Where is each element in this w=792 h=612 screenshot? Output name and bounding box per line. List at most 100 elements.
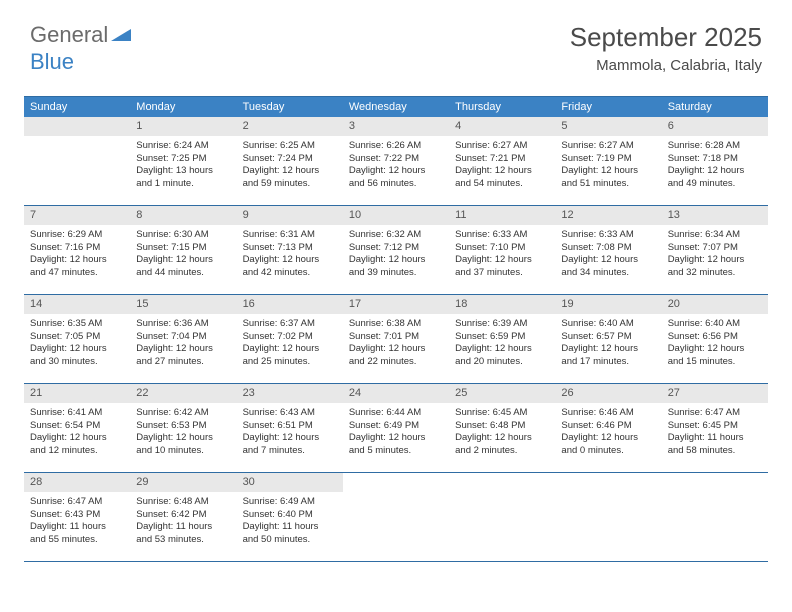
location: Mammola, Calabria, Italy: [570, 57, 762, 74]
daylight-line: Daylight: 12 hours and 39 minutes.: [349, 254, 443, 280]
daylight-line: Daylight: 12 hours and 5 minutes.: [349, 432, 443, 458]
day-cell: 9Sunrise: 6:31 AMSunset: 7:13 PMDaylight…: [237, 206, 343, 294]
daylight-line: Daylight: 12 hours and 44 minutes.: [136, 254, 230, 280]
day-cell: 20Sunrise: 6:40 AMSunset: 6:56 PMDayligh…: [662, 295, 768, 383]
day-cell-body: Sunrise: 6:30 AMSunset: 7:15 PMDaylight:…: [130, 225, 236, 286]
daylight-line: Daylight: 12 hours and 0 minutes.: [561, 432, 655, 458]
sunset-line: Sunset: 7:24 PM: [243, 153, 337, 166]
day-header-cell: Tuesday: [237, 97, 343, 117]
day-cell-body: Sunrise: 6:27 AMSunset: 7:19 PMDaylight:…: [555, 136, 661, 197]
sunset-line: Sunset: 6:48 PM: [455, 420, 549, 433]
sunset-line: Sunset: 6:45 PM: [668, 420, 762, 433]
day-number: 1: [130, 117, 236, 136]
day-cell-body: Sunrise: 6:48 AMSunset: 6:42 PMDaylight:…: [130, 492, 236, 553]
day-number: 11: [449, 206, 555, 225]
day-cell: 29Sunrise: 6:48 AMSunset: 6:42 PMDayligh…: [130, 473, 236, 561]
day-cell: 21Sunrise: 6:41 AMSunset: 6:54 PMDayligh…: [24, 384, 130, 472]
daylight-line: Daylight: 12 hours and 56 minutes.: [349, 165, 443, 191]
sunset-line: Sunset: 7:02 PM: [243, 331, 337, 344]
daylight-line: Daylight: 12 hours and 59 minutes.: [243, 165, 337, 191]
logo-triangle-icon: [111, 23, 133, 49]
day-header-cell: Saturday: [662, 97, 768, 117]
sunrise-line: Sunrise: 6:26 AM: [349, 140, 443, 153]
day-cell: 6Sunrise: 6:28 AMSunset: 7:18 PMDaylight…: [662, 117, 768, 205]
sunset-line: Sunset: 6:46 PM: [561, 420, 655, 433]
day-cell: 16Sunrise: 6:37 AMSunset: 7:02 PMDayligh…: [237, 295, 343, 383]
sunrise-line: Sunrise: 6:40 AM: [561, 318, 655, 331]
day-cell: 14Sunrise: 6:35 AMSunset: 7:05 PMDayligh…: [24, 295, 130, 383]
logo: General Blue: [30, 22, 133, 75]
day-cell: 11Sunrise: 6:33 AMSunset: 7:10 PMDayligh…: [449, 206, 555, 294]
day-cell: 4Sunrise: 6:27 AMSunset: 7:21 PMDaylight…: [449, 117, 555, 205]
day-cell: 26Sunrise: 6:46 AMSunset: 6:46 PMDayligh…: [555, 384, 661, 472]
sunset-line: Sunset: 7:15 PM: [136, 242, 230, 255]
daylight-line: Daylight: 12 hours and 12 minutes.: [30, 432, 124, 458]
daylight-line: Daylight: 12 hours and 42 minutes.: [243, 254, 337, 280]
day-cell-body: Sunrise: 6:43 AMSunset: 6:51 PMDaylight:…: [237, 403, 343, 464]
day-number: 2: [237, 117, 343, 136]
day-cell: 28Sunrise: 6:47 AMSunset: 6:43 PMDayligh…: [24, 473, 130, 561]
day-number: 4: [449, 117, 555, 136]
day-cell: 13Sunrise: 6:34 AMSunset: 7:07 PMDayligh…: [662, 206, 768, 294]
sunrise-line: Sunrise: 6:28 AM: [668, 140, 762, 153]
day-number: 28: [24, 473, 130, 492]
sunrise-line: Sunrise: 6:24 AM: [136, 140, 230, 153]
day-cell-body: Sunrise: 6:29 AMSunset: 7:16 PMDaylight:…: [24, 225, 130, 286]
week-row: 21Sunrise: 6:41 AMSunset: 6:54 PMDayligh…: [24, 384, 768, 473]
daylight-line: Daylight: 12 hours and 51 minutes.: [561, 165, 655, 191]
day-cell: [555, 473, 661, 561]
day-cell-body: Sunrise: 6:38 AMSunset: 7:01 PMDaylight:…: [343, 314, 449, 375]
daylight-line: Daylight: 11 hours and 55 minutes.: [30, 521, 124, 547]
daylight-line: Daylight: 12 hours and 37 minutes.: [455, 254, 549, 280]
day-cell: [449, 473, 555, 561]
week-row: 1Sunrise: 6:24 AMSunset: 7:25 PMDaylight…: [24, 117, 768, 206]
sunset-line: Sunset: 6:51 PM: [243, 420, 337, 433]
day-number: [662, 473, 768, 491]
day-cell: 23Sunrise: 6:43 AMSunset: 6:51 PMDayligh…: [237, 384, 343, 472]
sunset-line: Sunset: 7:18 PM: [668, 153, 762, 166]
day-cell-body: Sunrise: 6:45 AMSunset: 6:48 PMDaylight:…: [449, 403, 555, 464]
day-number: 16: [237, 295, 343, 314]
day-cell-body: Sunrise: 6:34 AMSunset: 7:07 PMDaylight:…: [662, 225, 768, 286]
day-number: 8: [130, 206, 236, 225]
day-number: 14: [24, 295, 130, 314]
sunrise-line: Sunrise: 6:41 AM: [30, 407, 124, 420]
week-row: 14Sunrise: 6:35 AMSunset: 7:05 PMDayligh…: [24, 295, 768, 384]
sunrise-line: Sunrise: 6:39 AM: [455, 318, 549, 331]
daylight-line: Daylight: 13 hours and 1 minute.: [136, 165, 230, 191]
sunrise-line: Sunrise: 6:29 AM: [30, 229, 124, 242]
day-number: 30: [237, 473, 343, 492]
day-header-cell: Friday: [555, 97, 661, 117]
day-number: [555, 473, 661, 491]
day-cell: 1Sunrise: 6:24 AMSunset: 7:25 PMDaylight…: [130, 117, 236, 205]
day-number: 27: [662, 384, 768, 403]
day-header-cell: Monday: [130, 97, 236, 117]
sunrise-line: Sunrise: 6:27 AM: [455, 140, 549, 153]
sunset-line: Sunset: 6:57 PM: [561, 331, 655, 344]
sunset-line: Sunset: 6:49 PM: [349, 420, 443, 433]
sunrise-line: Sunrise: 6:27 AM: [561, 140, 655, 153]
day-number: 19: [555, 295, 661, 314]
day-cell: 30Sunrise: 6:49 AMSunset: 6:40 PMDayligh…: [237, 473, 343, 561]
sunset-line: Sunset: 7:12 PM: [349, 242, 443, 255]
day-cell: [662, 473, 768, 561]
day-number: 25: [449, 384, 555, 403]
sunset-line: Sunset: 6:42 PM: [136, 509, 230, 522]
day-cell: [343, 473, 449, 561]
day-cell-body: Sunrise: 6:47 AMSunset: 6:45 PMDaylight:…: [662, 403, 768, 464]
day-number: 7: [24, 206, 130, 225]
daylight-line: Daylight: 12 hours and 15 minutes.: [668, 343, 762, 369]
header-right: September 2025 Mammola, Calabria, Italy: [570, 22, 762, 74]
daylight-line: Daylight: 11 hours and 50 minutes.: [243, 521, 337, 547]
sunrise-line: Sunrise: 6:38 AM: [349, 318, 443, 331]
sunrise-line: Sunrise: 6:32 AM: [349, 229, 443, 242]
day-cell-body: Sunrise: 6:47 AMSunset: 6:43 PMDaylight:…: [24, 492, 130, 553]
day-cell-body: Sunrise: 6:33 AMSunset: 7:10 PMDaylight:…: [449, 225, 555, 286]
daylight-line: Daylight: 12 hours and 20 minutes.: [455, 343, 549, 369]
day-number: [449, 473, 555, 491]
day-cell: 2Sunrise: 6:25 AMSunset: 7:24 PMDaylight…: [237, 117, 343, 205]
day-cell-body: Sunrise: 6:40 AMSunset: 6:56 PMDaylight:…: [662, 314, 768, 375]
sunset-line: Sunset: 7:01 PM: [349, 331, 443, 344]
day-cell: 27Sunrise: 6:47 AMSunset: 6:45 PMDayligh…: [662, 384, 768, 472]
day-cell: 12Sunrise: 6:33 AMSunset: 7:08 PMDayligh…: [555, 206, 661, 294]
